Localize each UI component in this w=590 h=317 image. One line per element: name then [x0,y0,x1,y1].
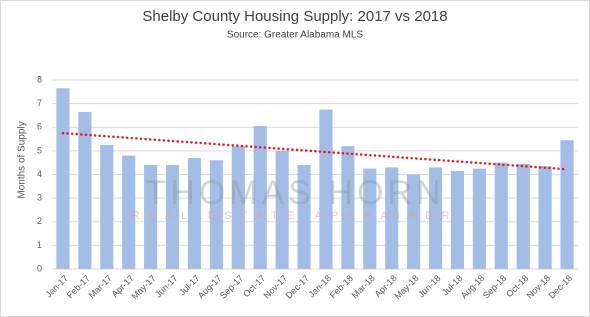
y-tick-label: 0 [37,263,42,273]
y-axis-title: Months of Supply [17,121,28,198]
y-tick-label: 7 [37,98,42,108]
bar [428,167,443,269]
chart-title: Shelby County Housing Supply: 2017 vs 20… [142,8,447,25]
bar [231,146,245,269]
bar [209,160,223,269]
bar [187,157,202,269]
bar [56,88,70,269]
bar [385,167,399,269]
watermark-subtitle: REAL ESTATE APPRAISER [132,210,459,222]
bar [122,155,136,269]
bar [407,174,421,269]
chart-subtitle: Source: Greater Alabama MLS [227,30,364,41]
bar [341,146,355,269]
bar [319,109,333,269]
bar [538,166,552,269]
bar [100,144,114,269]
y-tick-label: 6 [37,122,42,132]
bar [560,140,574,269]
bar [363,168,377,269]
y-tick-label: 8 [37,74,42,84]
watermark-title: THOMAS HORN [146,174,445,212]
y-tick-label: 3 [37,193,42,203]
bar [253,126,267,269]
bar [450,170,465,269]
bar [297,165,311,269]
trendline [61,131,569,171]
bar [144,165,158,269]
y-tick-label: 5 [37,145,42,155]
y-tick-label: 2 [37,216,42,226]
y-tick-label: 1 [37,240,42,250]
bar [494,162,508,269]
bar [275,150,289,269]
bar [78,111,92,269]
bar [472,168,486,269]
bar [165,165,180,269]
y-tick-label: 4 [37,169,42,179]
bar [516,163,530,269]
